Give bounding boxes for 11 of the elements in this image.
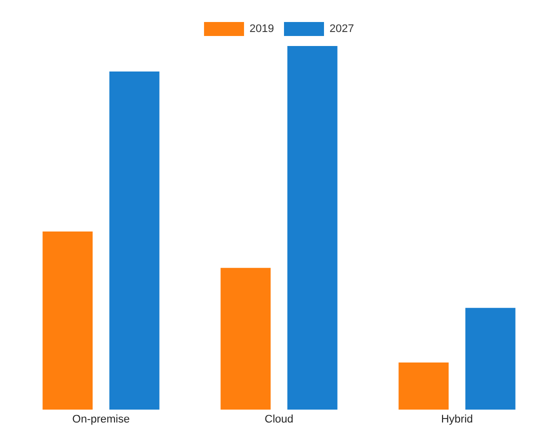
legend-label: 2019 [250, 23, 274, 36]
bar [287, 46, 338, 410]
bar [109, 71, 160, 410]
bar [398, 362, 449, 410]
bar [42, 232, 93, 410]
bar [465, 308, 516, 410]
legend-label: 2027 [330, 23, 354, 36]
x-tick-label: Cloud [264, 413, 294, 426]
bar [220, 268, 271, 410]
x-tick-label: Hybrid [441, 413, 473, 426]
x-tick-label: On-premise [72, 413, 130, 426]
